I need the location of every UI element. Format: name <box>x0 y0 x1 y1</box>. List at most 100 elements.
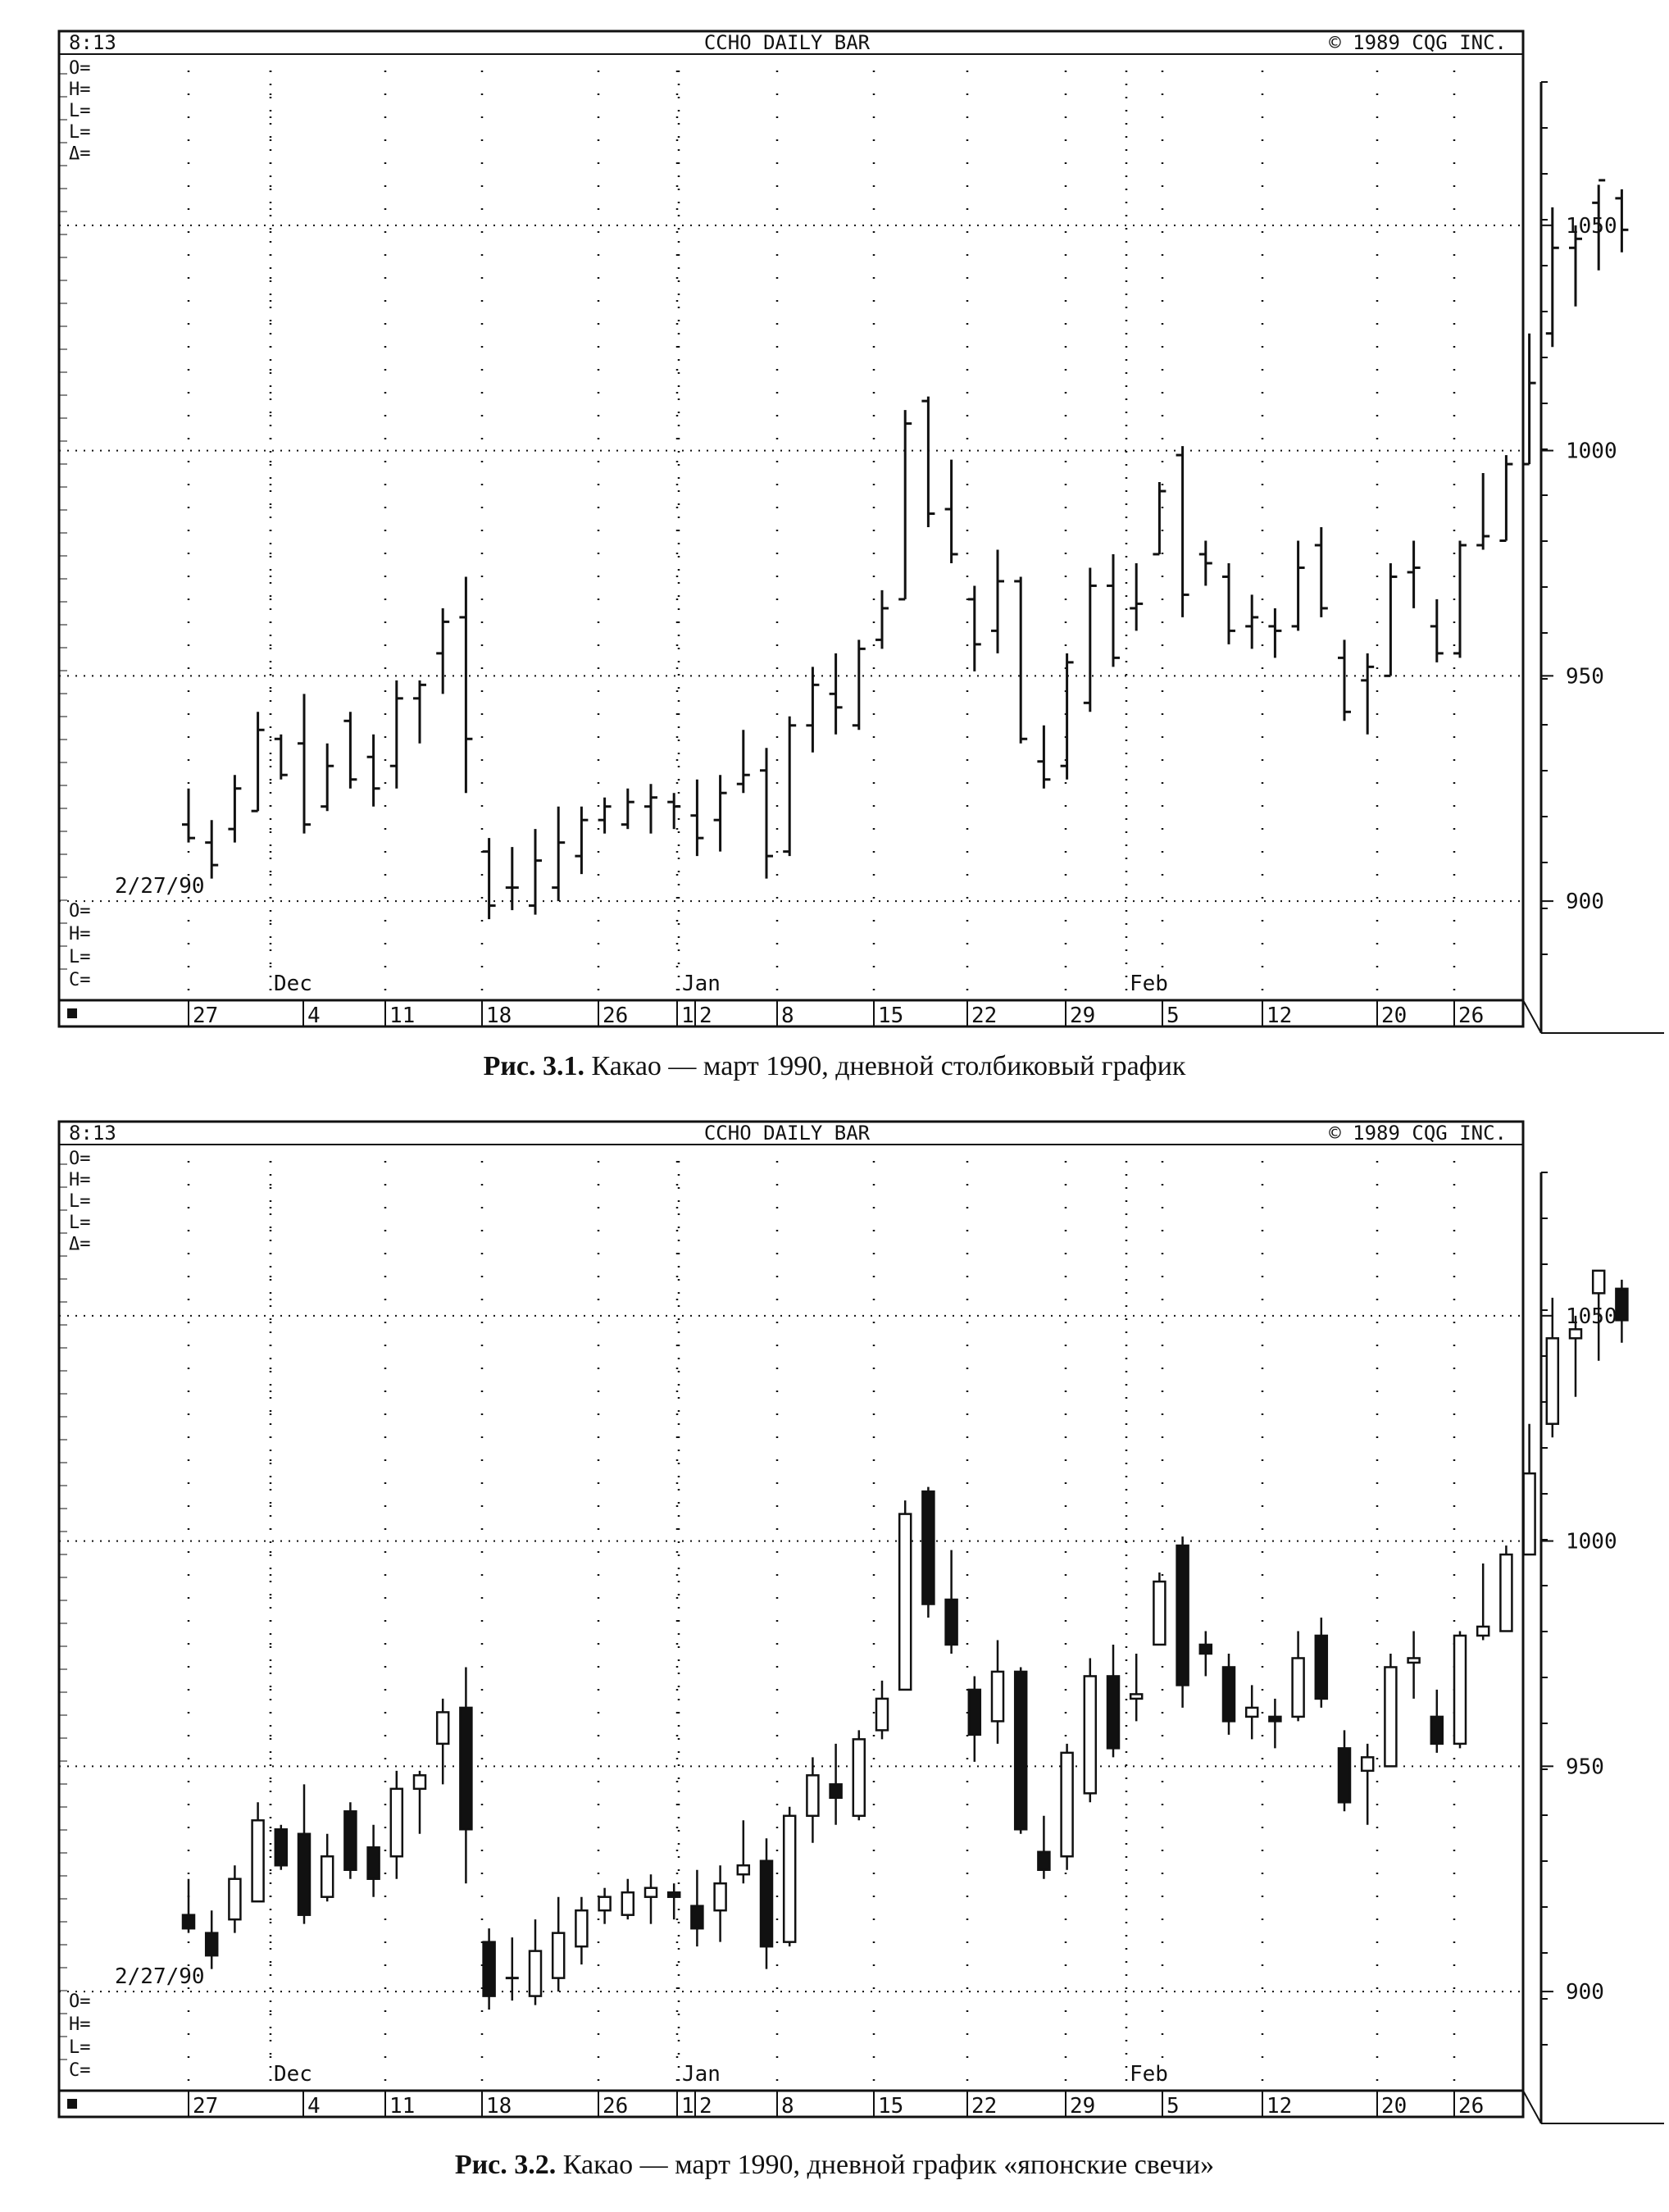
candle-body-white <box>1360 1756 1375 1773</box>
candle-body-white <box>736 1864 751 1876</box>
candle-body-black <box>274 1828 289 1867</box>
candle-body-black <box>1615 1287 1629 1322</box>
chart-title: CCHO DAILY BAR <box>704 31 871 54</box>
candle-body-black <box>204 1932 219 1957</box>
candle-body-black <box>482 1941 496 1997</box>
candle-body-white <box>1522 1472 1536 1556</box>
date-tick-label: 15 <box>878 1004 903 1028</box>
ohlc-label: H= <box>69 2014 91 2035</box>
candle-body-white <box>1060 1751 1074 1858</box>
candle-body-white <box>898 1513 912 1691</box>
chart-title: CCHO DAILY BAR <box>704 1122 871 1145</box>
figure-number: Рис. 3.2. <box>454 2150 557 2180</box>
date-tick-label: 8 <box>781 1004 794 1028</box>
price-tick-label: 1050 <box>1566 214 1617 239</box>
candle-body-white <box>1545 1337 1560 1425</box>
candle-body-white <box>1153 1580 1166 1646</box>
figure-caption: Рис. 3.2. Какао — март 1990, дневной гра… <box>0 2150 1669 2181</box>
ohlc-label: O= <box>69 58 91 79</box>
date-tick-label: 1 <box>681 2094 694 2119</box>
candle-body-white <box>551 1932 566 1979</box>
ohlc-label: O= <box>69 1991 91 2012</box>
date-tick-label: 4 <box>307 2094 321 2119</box>
candle-body-white <box>1244 1706 1259 1718</box>
candle-body-black <box>1221 1666 1236 1723</box>
candle-body-black <box>666 1891 681 1898</box>
ohlc-label: L= <box>69 947 91 967</box>
candle-body-white <box>852 1738 866 1818</box>
candle-body-white <box>1291 1657 1305 1718</box>
candle-body-black <box>459 1706 473 1831</box>
month-label: Dec <box>274 2062 312 2087</box>
candle-body-white <box>598 1896 612 1912</box>
date-tick-label: 20 <box>1381 2094 1407 2119</box>
candle-body-black <box>1037 1850 1051 1871</box>
candle-body-black <box>1176 1544 1189 1686</box>
axis-marker <box>67 2099 77 2109</box>
date-tick-label: 15 <box>878 2094 903 2119</box>
date-tick-label: 27 <box>193 2094 218 2119</box>
candle-body-white <box>990 1670 1005 1723</box>
candle-body-black <box>1013 1670 1028 1831</box>
price-tick-label: 950 <box>1566 1755 1604 1779</box>
price-tick-label: 950 <box>1566 664 1604 689</box>
date-tick-label: 4 <box>307 1004 321 1028</box>
date-tick-label: 8 <box>781 2094 794 2119</box>
month-label: Jan <box>682 2062 721 2087</box>
candle-body-white <box>320 1855 334 1898</box>
ohlc-label: L= <box>69 101 91 121</box>
date-tick-label: 29 <box>1070 1004 1095 1028</box>
candle-body-black <box>1337 1747 1352 1804</box>
ohlc-label: H= <box>69 924 91 944</box>
figure-caption-text: Какао — март 1990, дневной график «японс… <box>562 2150 1215 2180</box>
ohlc-label: O= <box>69 1149 91 1169</box>
chart-frame <box>57 1120 1525 2119</box>
candle-body-white <box>621 1891 635 1916</box>
candle-body-black <box>181 1914 196 1930</box>
candle-body-white <box>1476 1625 1490 1637</box>
candle-body-white <box>389 1787 404 1858</box>
axis-marker <box>67 1008 77 1018</box>
candle-body-white <box>1384 1666 1398 1768</box>
date-tick-label: 26 <box>603 2094 628 2119</box>
date-tick-label: 26 <box>1458 2094 1484 2119</box>
candle-body-white <box>806 1774 820 1818</box>
date-tick-label: 18 <box>486 2094 512 2119</box>
ohlc-label: Δ= <box>69 143 91 164</box>
month-label: Feb <box>1130 972 1168 996</box>
ohlc-label: L= <box>69 1191 91 1212</box>
candle-body-black <box>690 1905 704 1930</box>
candle-body-black <box>343 1810 357 1871</box>
price-tick-label: 1000 <box>1566 439 1617 464</box>
candle-body-white <box>1591 1269 1606 1295</box>
candle-body-black <box>1430 1715 1444 1745</box>
date-tick-label: 1 <box>681 1004 694 1028</box>
candle-body-black <box>1198 1643 1213 1655</box>
date-tick-label: 12 <box>1267 1004 1292 1028</box>
month-label: Jan <box>682 972 721 996</box>
date-label: 2/27/90 <box>115 874 205 899</box>
candle-body-white <box>1083 1675 1098 1795</box>
date-tick-label: 11 <box>389 2094 415 2119</box>
candle-body-white <box>1407 1657 1421 1664</box>
ohlc-label: L= <box>69 2037 91 2058</box>
ohlc-label: O= <box>69 901 91 922</box>
date-tick-label: 27 <box>193 1004 218 1028</box>
candle-body-black <box>1268 1715 1282 1723</box>
candle-body-white <box>643 1887 658 1898</box>
time-label: 8:13 <box>69 31 116 54</box>
candle-body-white <box>1568 1328 1583 1340</box>
time-label: 8:13 <box>69 1122 116 1145</box>
ohlc-label: C= <box>69 2060 91 2081</box>
ohlc-label: C= <box>69 970 91 990</box>
date-tick-label: 12 <box>1267 2094 1292 2119</box>
candle-body-white <box>782 1814 797 1943</box>
price-tick-label: 900 <box>1566 890 1604 914</box>
date-tick-label: 2 <box>699 2094 712 2119</box>
candle-body-white <box>575 1909 589 1948</box>
month-label: Feb <box>1130 2062 1168 2087</box>
candle-body-black <box>829 1783 843 1800</box>
copyright-label: © 1989 CQG INC. <box>1329 1122 1507 1145</box>
date-tick-label: 26 <box>603 1004 628 1028</box>
candle-body-white <box>1129 1693 1144 1700</box>
